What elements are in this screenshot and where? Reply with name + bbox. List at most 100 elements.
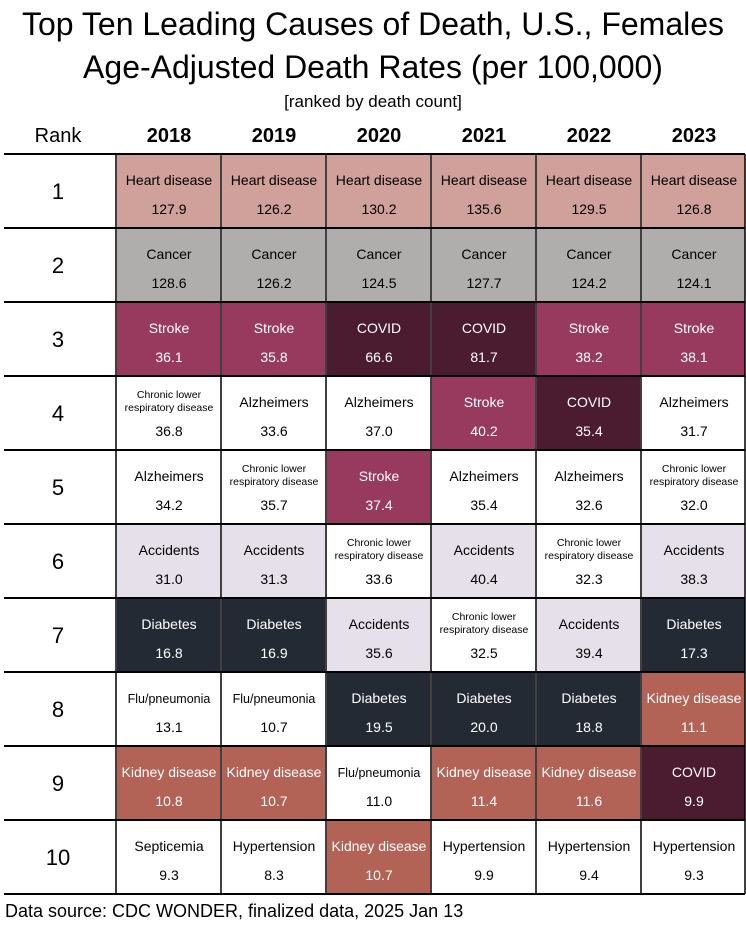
cause-label: Heart disease: [546, 172, 633, 188]
cell-2-2023: [642, 229, 745, 301]
cause-label: Hypertension: [443, 838, 526, 854]
rate-value: 40.4: [470, 571, 497, 587]
rate-value: 35.7: [260, 497, 287, 513]
rate-value: 31.0: [155, 571, 182, 587]
cell-5-2021: [432, 451, 535, 523]
cause-label-line1: Chronic lower: [662, 463, 727, 475]
cause-label: Accidents: [454, 542, 515, 558]
ranking-note: [ranked by death count]: [284, 92, 462, 111]
cause-label: Alzheimers: [449, 468, 518, 484]
rank-label-7: 7: [52, 623, 64, 648]
cell-10-2023: [642, 821, 745, 893]
cause-label-line1: Chronic lower: [137, 389, 202, 401]
cell-8-2020: [327, 673, 430, 745]
cause-label: Accidents: [244, 542, 305, 558]
rate-value: 38.2: [575, 349, 602, 365]
cell-1-2018: [117, 155, 220, 227]
cause-label: Heart disease: [651, 172, 738, 188]
cell-3-2023: [642, 303, 745, 375]
cell-8-2021: [432, 673, 535, 745]
cell-5-2020: [327, 451, 430, 523]
cause-label: Accidents: [139, 542, 200, 558]
cell-9-2023: [642, 747, 745, 819]
rank-label-9: 9: [52, 771, 64, 796]
cause-label: Kidney disease: [332, 838, 427, 854]
cause-label-line2: respiratory disease: [125, 402, 214, 414]
cause-label: Kidney disease: [647, 690, 742, 706]
cause-label: Flu/pneumonia: [233, 692, 316, 706]
rate-value: 37.0: [365, 423, 392, 439]
cell-10-2022: [537, 821, 640, 893]
rate-value: 81.7: [470, 349, 497, 365]
cause-label: Alzheimers: [659, 394, 728, 410]
cause-label-line1: Chronic lower: [347, 537, 412, 549]
cause-label: Stroke: [359, 468, 400, 484]
rank-label-8: 8: [52, 697, 64, 722]
rate-value: 35.4: [575, 423, 602, 439]
cause-label: Kidney disease: [437, 764, 532, 780]
cell-2-2022: [537, 229, 640, 301]
cause-label: COVID: [462, 320, 506, 336]
cell-6-2018: [117, 525, 220, 597]
cell-4-2022: [537, 377, 640, 449]
cell-5-2023: [642, 451, 745, 523]
cell-3-2022: [537, 303, 640, 375]
cause-label: Stroke: [254, 320, 295, 336]
cause-label: Alzheimers: [134, 468, 203, 484]
rank-label-4: 4: [52, 401, 64, 426]
rate-value: 16.8: [155, 645, 182, 661]
cell-3-2020: [327, 303, 430, 375]
rank-label-5: 5: [52, 475, 64, 500]
cell-9-2022: [537, 747, 640, 819]
rate-value: 38.3: [680, 571, 707, 587]
rate-value: 35.6: [365, 645, 392, 661]
cause-label: Kidney disease: [227, 764, 322, 780]
rate-value: 8.3: [264, 867, 284, 883]
rate-value: 130.2: [361, 201, 396, 217]
cause-label: Cancer: [461, 246, 506, 262]
cell-7-2019: [222, 599, 325, 671]
cause-label: Stroke: [149, 320, 190, 336]
cell-3-2019: [222, 303, 325, 375]
rate-value: 9.9: [474, 867, 494, 883]
cause-label: Stroke: [464, 394, 505, 410]
cell-2-2020: [327, 229, 430, 301]
cell-2-2018: [117, 229, 220, 301]
rate-value: 38.1: [680, 349, 707, 365]
cell-6-2023: [642, 525, 745, 597]
cause-label: Heart disease: [336, 172, 423, 188]
cell-1-2020: [327, 155, 430, 227]
rate-value: 32.3: [575, 571, 602, 587]
rate-value: 9.9: [684, 793, 704, 809]
cause-label: Hypertension: [233, 838, 316, 854]
cell-10-2020: [327, 821, 430, 893]
cause-label-line2: respiratory disease: [650, 476, 739, 488]
rate-value: 20.0: [470, 719, 497, 735]
rate-value: 19.5: [365, 719, 392, 735]
cause-label: Heart disease: [441, 172, 528, 188]
cell-10-2019: [222, 821, 325, 893]
rate-value: 35.4: [470, 497, 497, 513]
cause-label: Diabetes: [561, 690, 616, 706]
rate-value: 31.7: [680, 423, 707, 439]
rate-value: 36.1: [155, 349, 182, 365]
cell-9-2018: [117, 747, 220, 819]
rate-value: 127.9: [151, 201, 186, 217]
rate-value: 124.5: [361, 275, 396, 291]
cell-6-2022: [537, 525, 640, 597]
cause-label: Diabetes: [246, 616, 301, 632]
rank-table: Rank 2018 2019 2020 2021 2022 2023 1 Heart disea…: [4, 125, 746, 895]
rank-label-6: 6: [52, 549, 64, 574]
cell-8-2023: [642, 673, 745, 745]
rate-value: 32.0: [680, 497, 707, 513]
rate-value: 9.4: [579, 867, 599, 883]
rate-value: 124.2: [571, 275, 606, 291]
rate-value: 124.1: [676, 275, 711, 291]
year-header-2022: 2022: [567, 125, 612, 147]
cell-4-2018: [117, 377, 220, 449]
cell-9-2021: [432, 747, 535, 819]
cause-label: Stroke: [569, 320, 610, 336]
rate-value: 10.7: [365, 867, 392, 883]
rate-value: 11.0: [366, 793, 392, 809]
cause-label: Cancer: [566, 246, 611, 262]
